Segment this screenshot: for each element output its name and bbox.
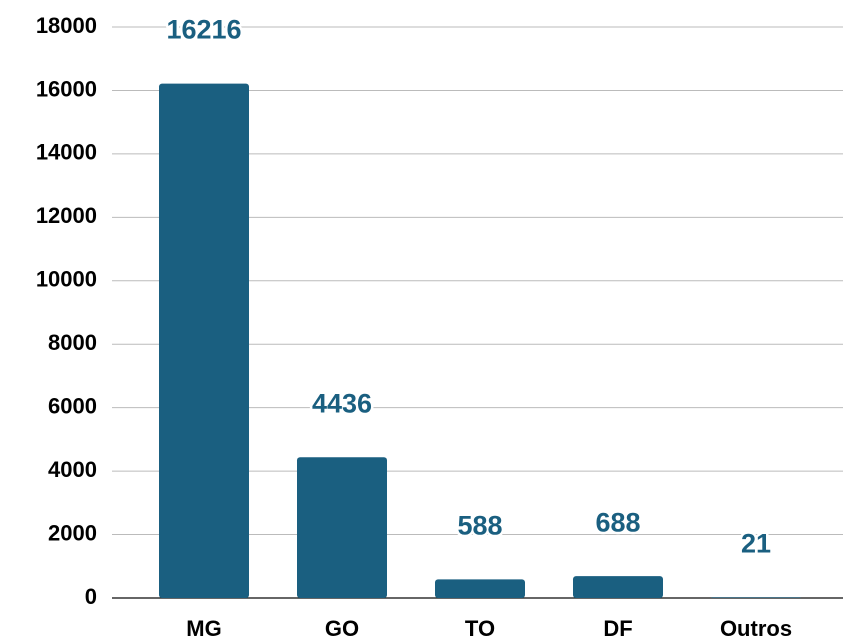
x-tick-label: DF: [603, 616, 632, 641]
y-tick-label: 14000: [36, 140, 97, 165]
y-tick-label: 0: [85, 584, 97, 609]
x-tick-label: MG: [186, 616, 221, 641]
data-label: 21: [741, 528, 771, 558]
y-tick-label: 6000: [48, 393, 97, 418]
y-tick-label: 16000: [36, 76, 97, 101]
bar: [297, 457, 387, 598]
bar: [711, 597, 801, 598]
y-tick-label: 4000: [48, 457, 97, 482]
data-label: 688: [595, 507, 640, 537]
data-label: 16216: [166, 15, 241, 45]
bar: [435, 579, 525, 598]
x-tick-label: Outros: [720, 616, 792, 641]
x-tick-label: TO: [465, 616, 495, 641]
bar: [159, 83, 249, 598]
bar: [573, 576, 663, 598]
y-tick-label: 18000: [36, 13, 97, 38]
data-label: 4436: [312, 388, 372, 418]
y-tick-label: 12000: [36, 203, 97, 228]
data-label: 588: [457, 510, 502, 540]
x-tick-label: GO: [325, 616, 359, 641]
y-tick-label: 8000: [48, 330, 97, 355]
y-tick-label: 2000: [48, 520, 97, 545]
y-tick-label: 10000: [36, 267, 97, 292]
